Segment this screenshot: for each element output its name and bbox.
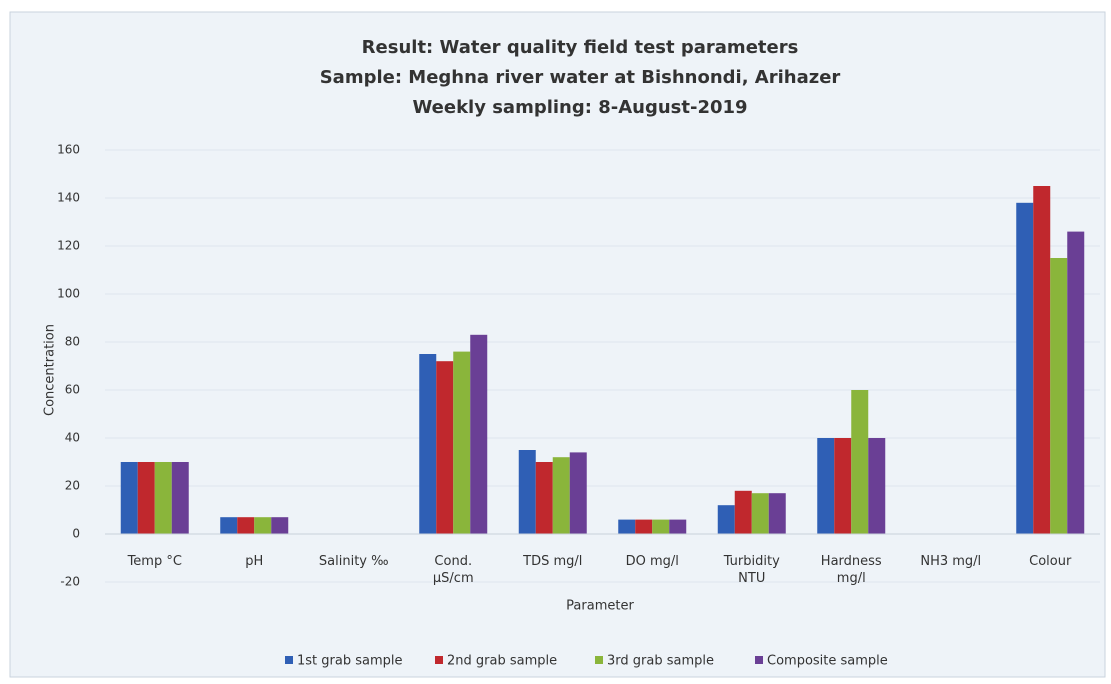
bar — [436, 361, 454, 534]
x-tick-label: Salinity ‰ — [318, 554, 389, 569]
bar — [717, 505, 735, 534]
legend-swatch — [755, 656, 763, 664]
y-tick-label: 40 — [65, 431, 80, 445]
x-tick-label: Temp °C — [127, 554, 182, 569]
bar — [154, 462, 172, 534]
bar — [569, 452, 587, 534]
bar — [1016, 202, 1034, 535]
bar — [220, 517, 238, 534]
y-tick-label: 80 — [65, 335, 80, 349]
x-tick-label: TDS mg/l — [523, 554, 583, 569]
y-tick-label: 20 — [65, 479, 80, 493]
bar — [237, 517, 255, 534]
bar — [851, 390, 869, 534]
legend-label: Composite sample — [767, 654, 888, 669]
bar — [535, 462, 553, 534]
legend-label: 1st grab sample — [297, 654, 403, 669]
legend-swatch — [435, 656, 443, 664]
x-tick-label: Turbidity NTU — [723, 554, 780, 586]
chart-subtitle: Sample: Meghna river water at Bishnondi,… — [320, 67, 841, 88]
bar — [518, 450, 536, 534]
legend-label: 2nd grab sample — [447, 654, 557, 669]
bar — [1050, 258, 1068, 534]
x-tick-label: pH — [245, 554, 264, 569]
bar — [171, 462, 189, 534]
bar — [453, 351, 471, 534]
bar — [470, 334, 488, 534]
bar — [751, 493, 769, 534]
chart-background — [9, 11, 1106, 678]
bar — [834, 438, 852, 534]
bar — [137, 462, 155, 534]
x-tick-label: DO mg/l — [625, 554, 679, 569]
y-tick-label: 140 — [57, 191, 80, 205]
y-tick-label: 120 — [57, 239, 80, 253]
x-tick-label: Hardness mg/l — [820, 554, 882, 586]
bar — [1067, 231, 1085, 534]
y-tick-label: 60 — [65, 383, 80, 397]
bar — [734, 490, 752, 534]
bar — [419, 354, 437, 534]
bar — [254, 517, 272, 534]
bar — [552, 457, 570, 534]
y-tick-label: 0 — [72, 527, 80, 541]
bar — [817, 438, 835, 534]
bar — [120, 462, 138, 534]
bar — [635, 519, 653, 534]
y-tick-label: 100 — [57, 287, 80, 301]
bar — [669, 519, 687, 534]
bar — [1033, 186, 1051, 534]
bar — [271, 517, 289, 534]
x-tick-label: Cond. µS/cm — [432, 554, 474, 586]
legend-swatch — [595, 656, 603, 664]
legend-swatch — [285, 656, 293, 664]
x-axis-label: Parameter — [566, 599, 634, 614]
chart-title: Result: Water quality field test paramet… — [362, 37, 799, 58]
bar — [868, 438, 886, 534]
x-tick-label: NH3 mg/l — [920, 554, 982, 569]
y-tick-label: -20 — [60, 575, 80, 589]
x-tick-label: Colour — [1029, 554, 1072, 569]
bar — [768, 493, 786, 534]
chart-subtitle: Weekly sampling: 8-August-2019 — [412, 97, 747, 118]
bar — [618, 519, 636, 534]
legend-label: 3rd grab sample — [607, 654, 714, 669]
y-axis-label: Concentration — [43, 324, 58, 416]
y-tick-label: 160 — [57, 143, 80, 157]
bar — [652, 519, 670, 534]
